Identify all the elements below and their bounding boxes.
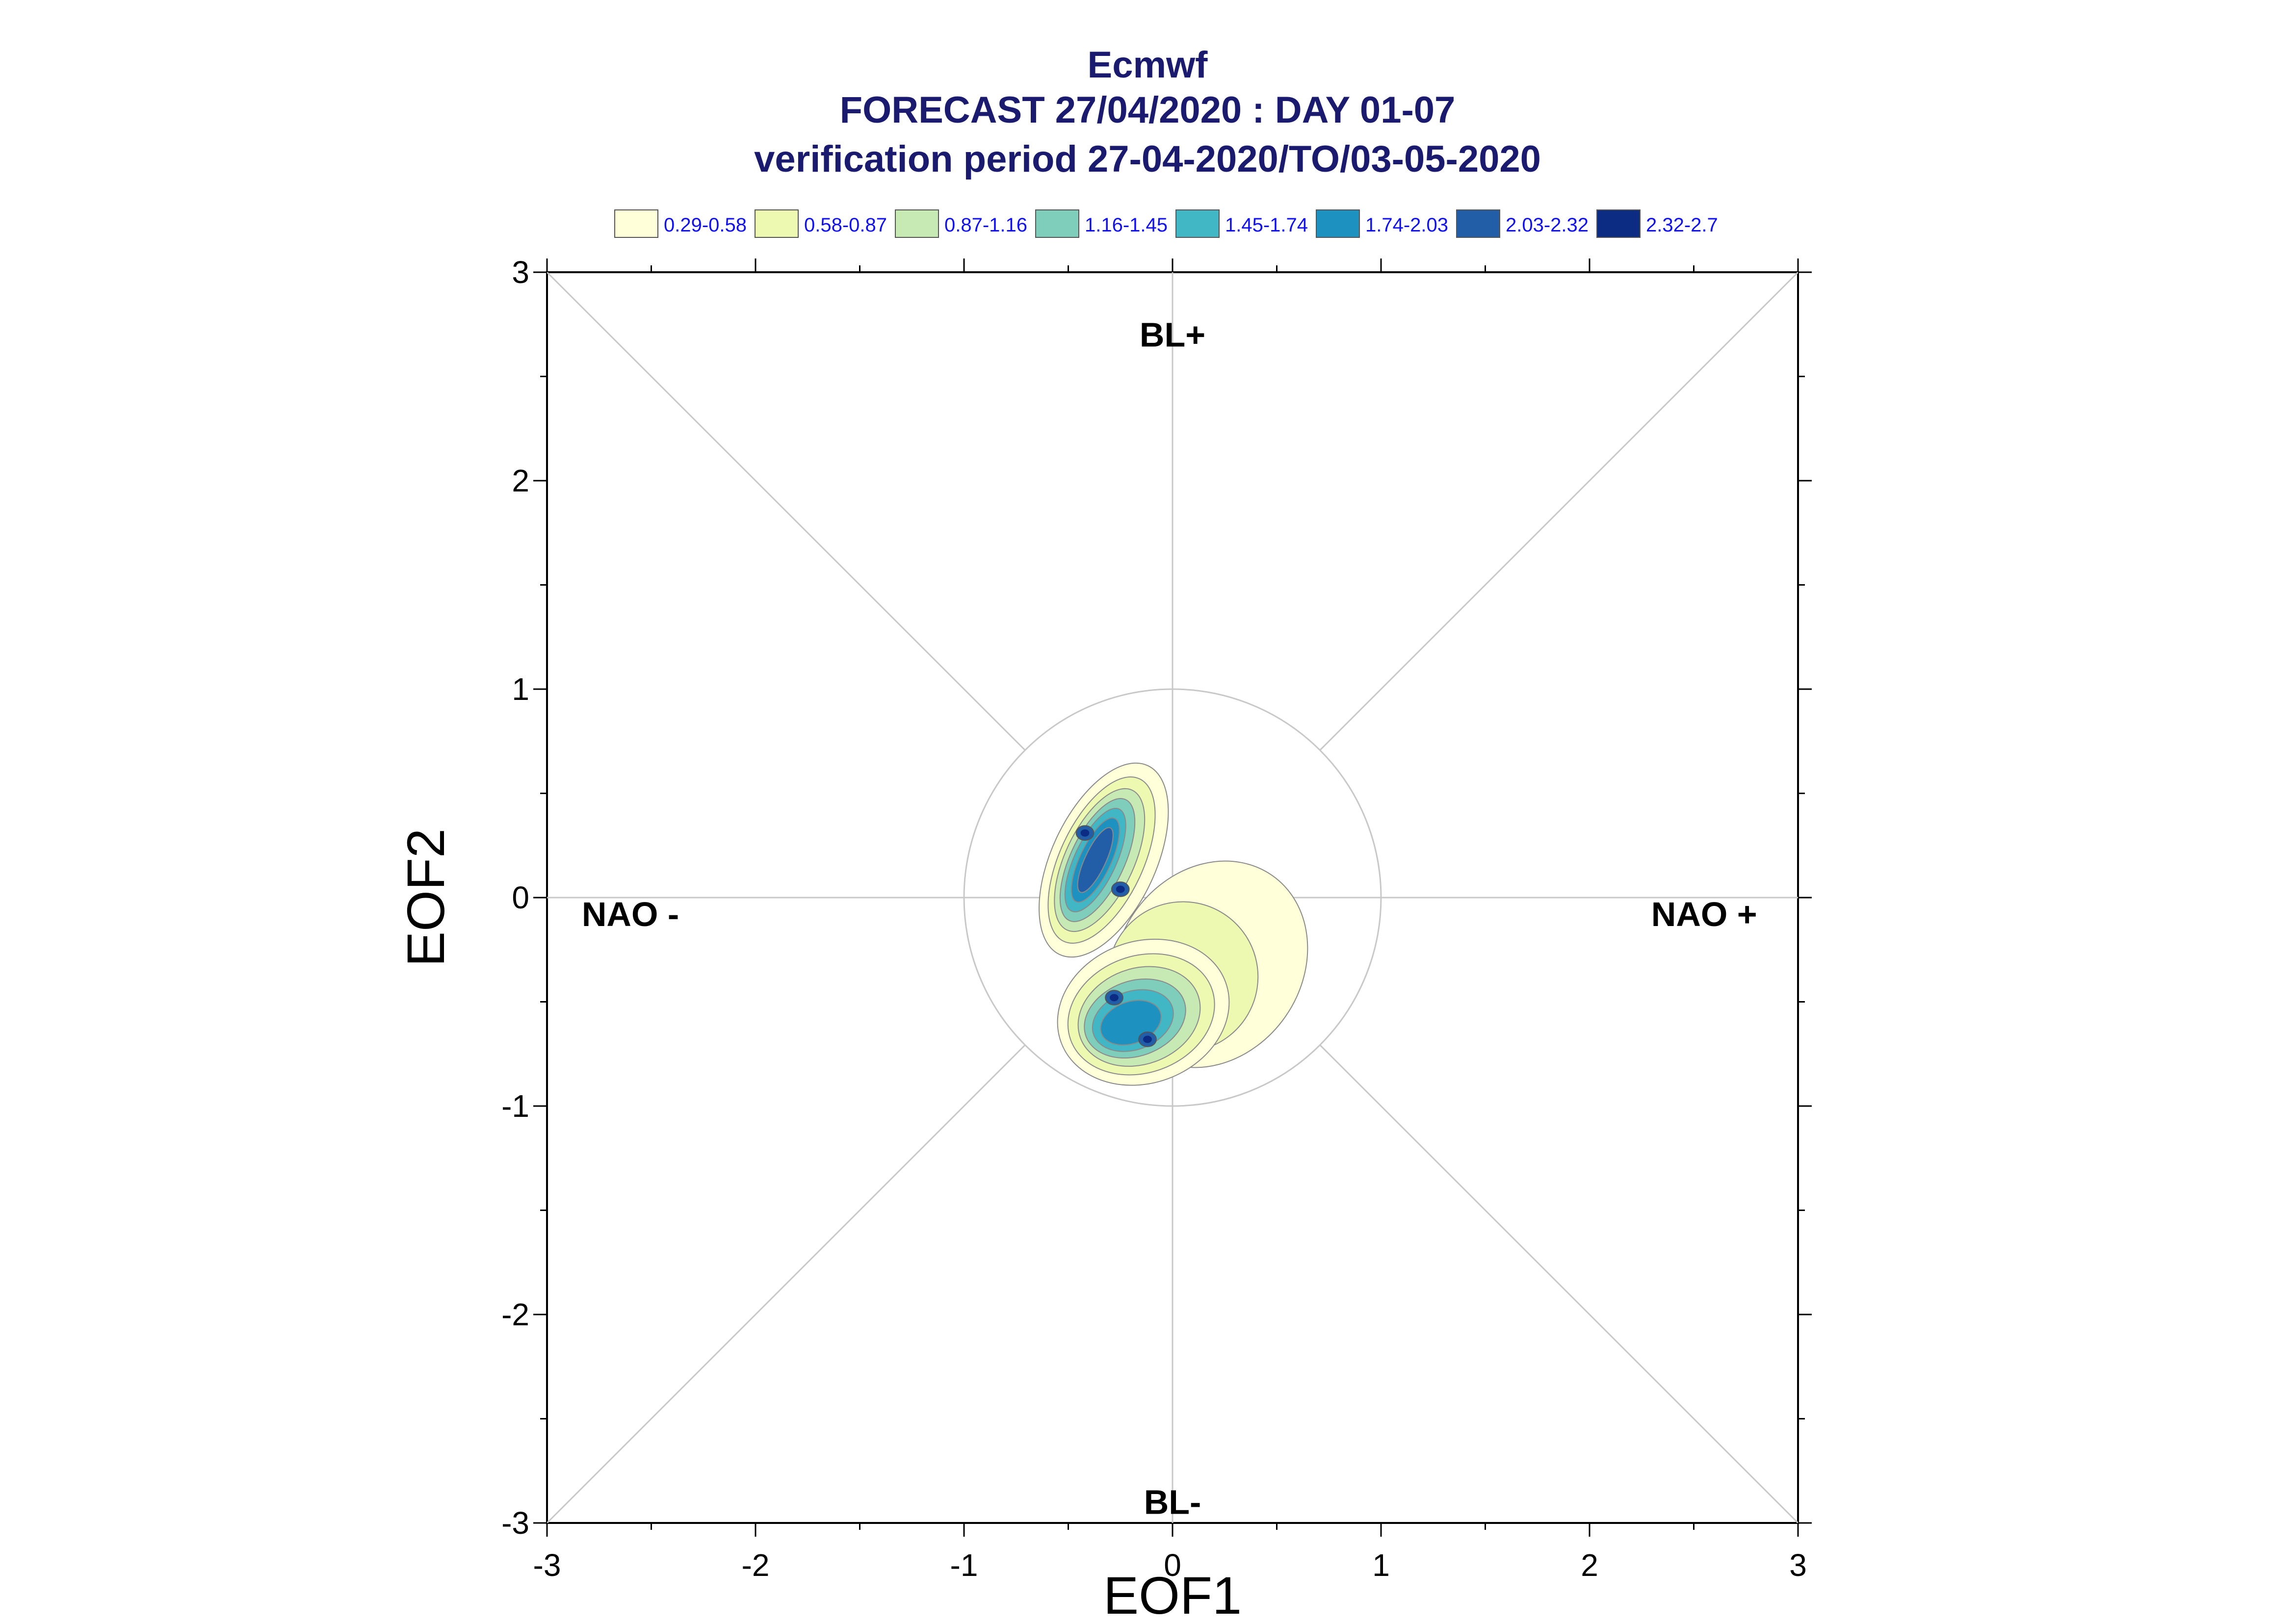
y-tick-label: 1 <box>512 671 529 707</box>
x-tick-label: -1 <box>950 1547 978 1583</box>
contour-upper-level-7 <box>1077 827 1114 893</box>
y-axis-label: EOF2 <box>396 828 455 967</box>
diagonal-line-2 <box>1319 271 1799 751</box>
density-peak-3 <box>1110 994 1119 1002</box>
legend-label-7: 2.03-2.32 <box>1506 214 1589 236</box>
x-tick-label: 3 <box>1789 1547 1807 1583</box>
guide-lines <box>546 271 1799 1524</box>
legend-swatch-2 <box>755 209 799 238</box>
legend-label-8: 2.32-2.7 <box>1646 214 1718 236</box>
regime-label-1: BL+ <box>1140 316 1205 354</box>
density-peak-4 <box>1143 1035 1152 1043</box>
legend-swatch-4 <box>1035 209 1079 238</box>
x-tick-label: -2 <box>742 1547 770 1583</box>
legend-label-2: 0.58-0.87 <box>804 214 887 236</box>
title-line-2: FORECAST 27/04/2020 : DAY 01-07 <box>840 89 1456 131</box>
diagonal-line-1 <box>546 271 1026 751</box>
legend-label-4: 1.16-1.45 <box>1085 214 1168 236</box>
legend-label-1: 0.29-0.58 <box>664 214 747 236</box>
reference-circle <box>963 688 1382 1107</box>
legend-label-3: 0.87-1.16 <box>944 214 1027 236</box>
y-tick-label: 3 <box>512 255 529 290</box>
y-tick-label: -3 <box>501 1505 529 1541</box>
x-tick-label: 2 <box>1581 1547 1598 1583</box>
legend-label-6: 1.74-2.03 <box>1365 214 1448 236</box>
title-line-3: verification period 27-04-2020/TO/03-05-… <box>754 138 1541 180</box>
title-line-1: Ecmwf <box>1088 44 1208 86</box>
plot-area: -3 -2 -1 0 1 2 3 -3 -2 -1 0 1 2 3 BL+ BL- NAO - NAO + <box>501 255 1812 1583</box>
legend-swatch-1 <box>614 209 658 238</box>
regime-label-2: BL- <box>1144 1483 1201 1521</box>
regime-label-4: NAO + <box>1651 895 1757 933</box>
legend-swatch-8 <box>1596 209 1641 238</box>
density-peaks <box>1075 825 1157 1047</box>
axis-ticks: -3 -2 -1 0 1 2 3 -3 -2 -1 0 1 2 3 <box>501 255 1812 1583</box>
y-tick-label: 0 <box>512 880 529 915</box>
density-peak-2 <box>1116 885 1125 893</box>
y-tick-label: -1 <box>501 1088 529 1124</box>
y-tick-label: -2 <box>501 1297 529 1332</box>
density-contours <box>1039 762 1308 1086</box>
x-tick-label: -3 <box>533 1547 561 1583</box>
legend-label-5: 1.45-1.74 <box>1225 214 1308 236</box>
diagonal-line-3 <box>546 1044 1026 1524</box>
density-peak-1 <box>1080 829 1090 837</box>
contour-upper <box>1039 762 1169 958</box>
legend-swatch-7 <box>1456 209 1500 238</box>
legend-swatch-3 <box>895 209 939 238</box>
legend-swatch-6 <box>1316 209 1360 238</box>
diagonal-line-4 <box>1319 1044 1799 1524</box>
x-tick-label: 1 <box>1372 1547 1390 1583</box>
x-axis-label: EOF1 <box>1103 1566 1242 1624</box>
legend-swatch-5 <box>1175 209 1220 238</box>
y-tick-label: 2 <box>512 463 529 498</box>
regime-labels: BL+ BL- NAO - NAO + <box>582 316 1757 1521</box>
x-tick-label: 0 <box>1164 1547 1181 1583</box>
legend: 0.29-0.58 0.58-0.87 0.87-1.16 1.16-1.45 1.45… <box>614 209 1718 238</box>
regime-label-3: NAO - <box>582 895 679 933</box>
